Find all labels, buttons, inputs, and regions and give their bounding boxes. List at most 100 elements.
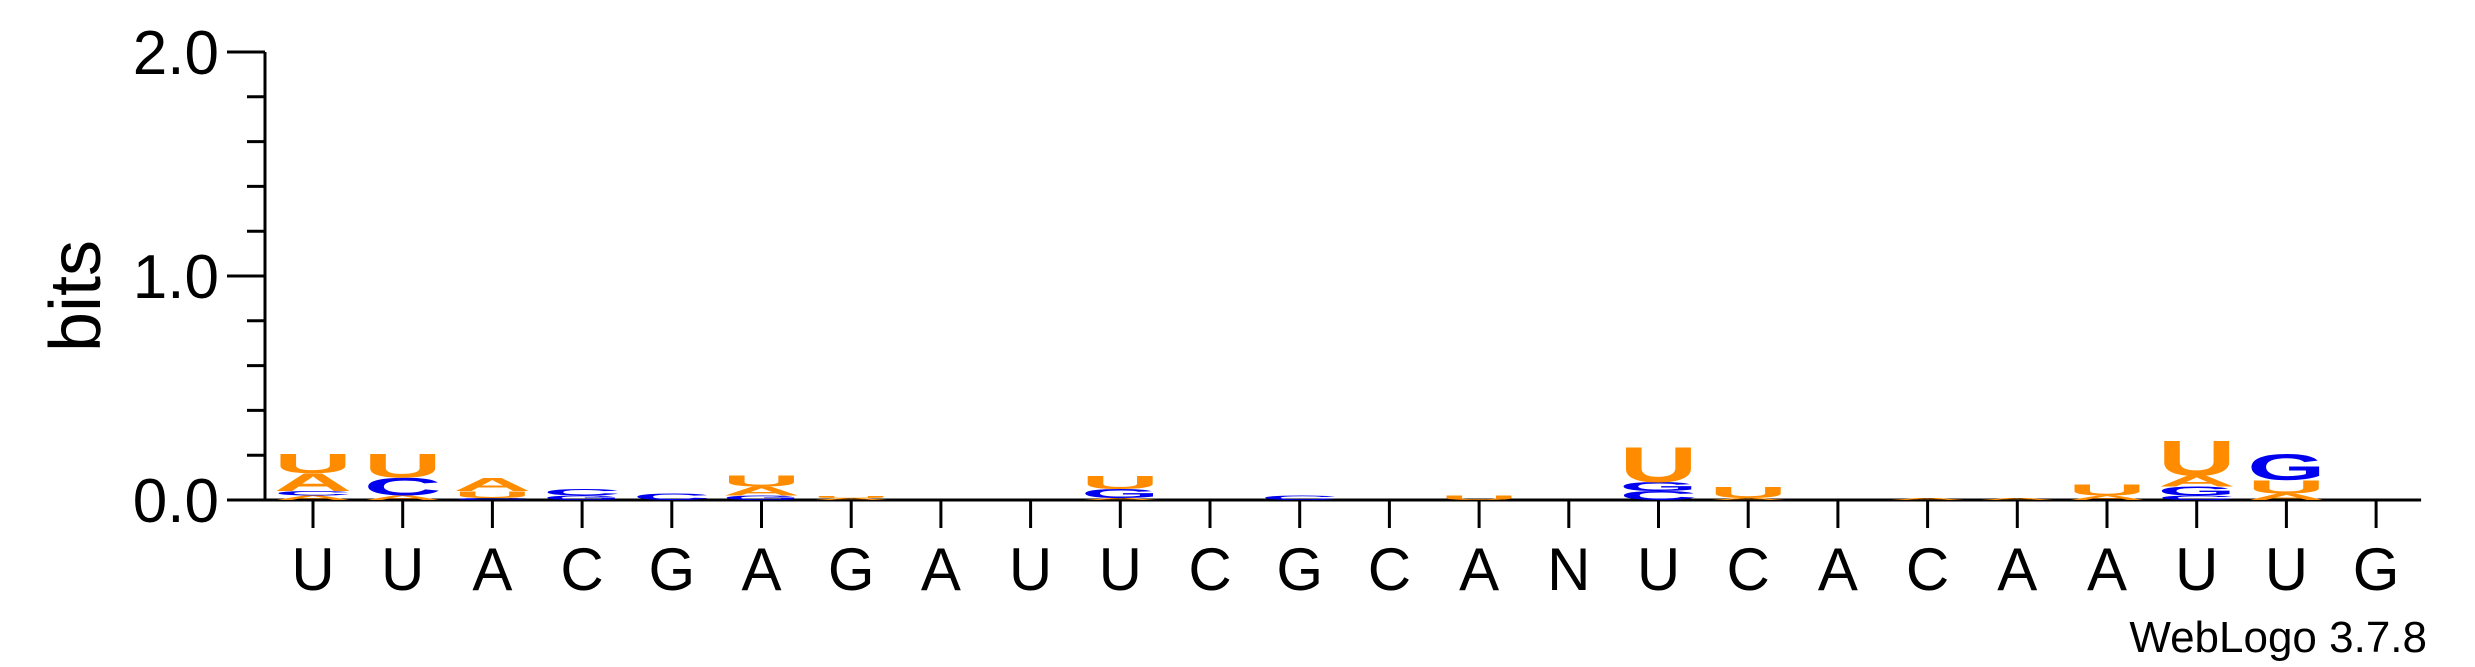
logo-glyph: U <box>364 446 442 484</box>
logo-glyph-letter: U <box>723 473 801 490</box>
logo-glyph-letter: A <box>364 494 442 501</box>
logo-glyph: G <box>1620 480 1698 494</box>
logo-glyph: A <box>274 494 352 501</box>
x-tick-label: G <box>828 536 875 603</box>
x-tick-label: U <box>1009 536 1052 603</box>
logo-glyph: U <box>1081 472 1159 493</box>
logo-glyph: G <box>543 494 621 501</box>
x-tick-label: U <box>2265 536 2308 603</box>
logo-glyph: C <box>2158 494 2236 501</box>
logo-glyph: U <box>1709 484 1787 501</box>
x-tick-label: C <box>1727 536 1770 603</box>
axis-layer: 0.0 1.0 2.0 <box>133 19 2422 536</box>
logo-glyph: A <box>1709 497 1787 500</box>
y-tick-label: 2.0 <box>133 19 219 88</box>
logo-glyph-letter: A <box>2247 492 2325 502</box>
logo-glyph-letter: G <box>1081 487 1159 501</box>
x-tick-label: A <box>2087 536 2127 603</box>
logo-glyph-letter: G <box>1620 480 1698 494</box>
logo-glyph: G <box>723 494 801 501</box>
x-tick-label: C <box>1906 536 1949 603</box>
logo-glyph-letter: A <box>1978 497 2056 500</box>
logo-glyph: A <box>364 494 442 501</box>
logo-glyph: U <box>2247 477 2325 498</box>
logo-glyph-letter: U <box>1081 472 1159 493</box>
logo-glyph: C <box>543 487 621 497</box>
x-tick-label: G <box>1276 536 1323 603</box>
logo-glyph: U <box>723 473 801 490</box>
logo-glyph: A <box>2247 492 2325 502</box>
logo-glyph: A <box>1978 497 2056 500</box>
logo-glyph-letter: C <box>633 492 711 502</box>
logo-glyph-letter: A <box>2158 473 2236 490</box>
logo-glyph: U <box>453 489 531 499</box>
logo-glyph-letter: A <box>723 484 801 498</box>
x-tick-label: A <box>1997 536 2037 603</box>
logo-glyph: A <box>1081 497 1159 500</box>
x-tick-label: C <box>1368 536 1411 603</box>
logo-glyph-letter: U <box>812 495 890 498</box>
logo-glyph: C <box>274 490 352 497</box>
logo-glyph-letter: A <box>812 497 890 500</box>
logo-glyph-letter: G <box>543 494 621 501</box>
x-tick-label: U <box>291 536 334 603</box>
logo-glyph: U <box>2158 431 2236 486</box>
x-tick-label: A <box>741 536 781 603</box>
logo-glyph-letter: U <box>274 448 352 479</box>
y-tick-label: 0.0 <box>133 467 219 536</box>
logo-glyph-letter: G <box>2158 484 2236 498</box>
x-tick-label: N <box>1547 536 1590 603</box>
logo-glyph-letter: C <box>1620 489 1698 503</box>
logo-glyph: U <box>2068 482 2146 499</box>
logo-glyph: C <box>1261 494 1339 501</box>
logo-glyph: C <box>453 497 531 500</box>
logo-glyph: A <box>1889 497 1967 500</box>
logo-glyph: A <box>453 474 531 495</box>
logo-glyph: A <box>723 484 801 498</box>
logo-glyph-letter: A <box>453 474 531 495</box>
logo-glyph: C <box>1620 489 1698 503</box>
logo-glyph-letter: C <box>1261 494 1339 501</box>
logo-glyph-letter: U <box>2068 482 2146 499</box>
logo-glyph: U <box>274 448 352 479</box>
x-tick-label: C <box>560 536 603 603</box>
x-tick-label: A <box>1818 536 1858 603</box>
logo-glyph-letter: U <box>2247 477 2325 498</box>
logo-glyph: U <box>1620 437 1698 492</box>
logo-glyph-letter: U <box>364 446 442 484</box>
logo-glyph: C <box>364 473 442 501</box>
logo-glyph-letter: U <box>2158 431 2236 486</box>
x-tick-label: G <box>648 536 695 603</box>
logo-glyph-letter: U <box>1709 484 1787 501</box>
x-tick-label: U <box>1099 536 1142 603</box>
logo-glyph-letter: U <box>1620 437 1698 492</box>
logo-glyph-letter: A <box>1709 497 1787 500</box>
x-tick-label: U <box>381 536 424 603</box>
logo-glyph: A <box>2068 494 2146 501</box>
logo-glyph-letter: A <box>1889 497 1967 500</box>
logo-glyph-letter: C <box>274 490 352 497</box>
weblogo-credit: WebLogo 3.7.8 <box>2129 613 2427 662</box>
y-axis-label: bits <box>36 240 116 352</box>
logo-glyph-letter: C <box>453 497 531 500</box>
logo-glyph-letter: G <box>2247 446 2325 488</box>
x-tick-label: G <box>2353 536 2400 603</box>
logo-glyph-letter: A <box>274 494 352 501</box>
logo-glyph-letter: C <box>543 487 621 497</box>
logo-glyph: A <box>2158 473 2236 490</box>
x-tick-label: U <box>1637 536 1680 603</box>
logo-glyph: G <box>1081 487 1159 501</box>
x-tick-label: U <box>2175 536 2218 603</box>
logo-glyph-letter: U <box>1440 494 1518 501</box>
logo-glyph-letter: U <box>453 489 531 499</box>
x-tick-label: A <box>921 536 961 603</box>
logo-glyph: U <box>812 495 890 498</box>
y-tick-label: 1.0 <box>133 243 219 312</box>
x-tick-label: A <box>472 536 512 603</box>
logo-glyph: U <box>1440 494 1518 501</box>
logo-glyph-letter: C <box>364 473 442 501</box>
logo-glyph-letter: A <box>274 469 352 497</box>
